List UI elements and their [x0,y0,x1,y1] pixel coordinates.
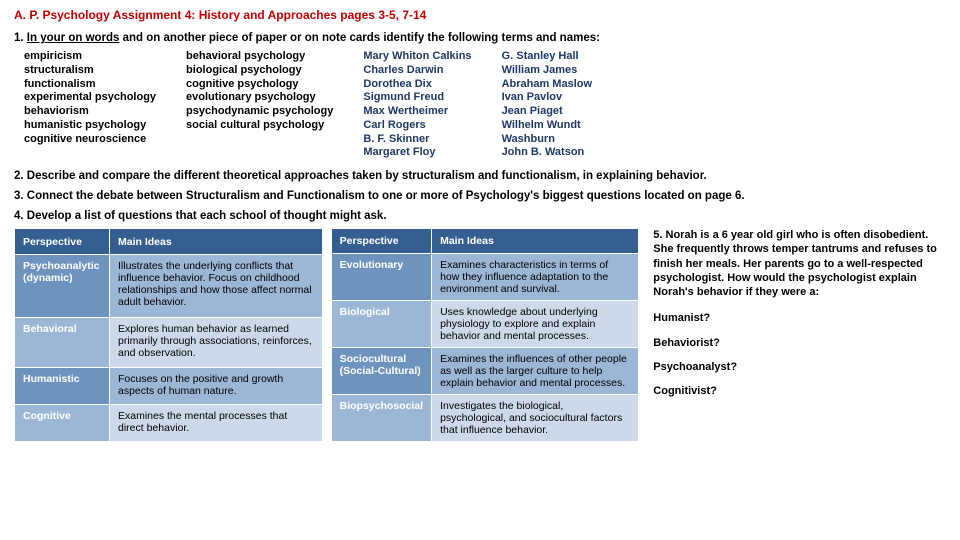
question-3: 3. Connect the debate between Structural… [14,190,946,202]
cell-perspective: Humanistic [15,367,110,404]
term-item: cognitive psychology [186,78,333,92]
term-item: Carl Rogers [363,119,471,133]
scenario-behaviorist: Behaviorist? [653,336,946,350]
table-row: EvolutionaryExamines characteristics in … [331,254,639,301]
cell-perspective: Evolutionary [331,254,431,301]
term-item: G. Stanley Hall [502,50,592,64]
table-row: HumanisticFocuses on the positive and gr… [15,367,323,404]
cell-perspective: Psychoanalytic (dynamic) [15,255,110,318]
term-item: biological psychology [186,64,333,78]
table-row: Psychoanalytic (dynamic)Illustrates the … [15,255,323,318]
perspective-table-1: Perspective Main Ideas Psychoanalytic (d… [14,228,323,442]
terms-columns: empiricismstructuralismfunctionalismexpe… [24,50,946,160]
term-item: Wilhelm Wundt [502,119,592,133]
terms-col-2: behavioral psychologybiological psycholo… [186,50,333,160]
table-row: BiologicalUses knowledge about underlyin… [331,301,639,348]
th-perspective: Perspective [15,229,110,255]
term-item: Mary Whiton Calkins [363,50,471,64]
term-item: Jean Piaget [502,105,592,119]
table-row: Sociocultural (Social-Cultural)Examines … [331,348,639,395]
table-row: CognitiveExamines the mental processes t… [15,404,323,441]
cell-main-ideas: Examines the influences of other people … [432,348,639,395]
question-1: 1. In your on words and on another piece… [14,32,946,44]
term-item: empiricism [24,50,156,64]
page-title: A. P. Psychology Assignment 4: History a… [14,8,946,22]
th-main-ideas: Main Ideas [432,229,639,254]
cell-main-ideas: Examines the mental processes that direc… [110,404,323,441]
term-item: Abraham Maslow [502,78,592,92]
cell-perspective: Biological [331,301,431,348]
perspective-table-2: Perspective Main Ideas EvolutionaryExami… [331,228,640,442]
scenario-intro: 5. Norah is a 6 year old girl who is oft… [653,228,946,299]
cell-main-ideas: Illustrates the underlying conflicts tha… [110,255,323,318]
term-item: behaviorism [24,105,156,119]
term-item: psychodynamic psychology [186,105,333,119]
scenario-humanist: Humanist? [653,311,946,325]
term-item: Charles Darwin [363,64,471,78]
term-item: cognitive neuroscience [24,133,156,147]
tables-row: Perspective Main Ideas Psychoanalytic (d… [14,228,946,442]
terms-col-3: Mary Whiton CalkinsCharles DarwinDorothe… [363,50,471,160]
term-item: Sigmund Freud [363,91,471,105]
term-item: Ivan Pavlov [502,91,592,105]
term-item: humanistic psychology [24,119,156,133]
term-item: social cultural psychology [186,119,333,133]
th-main-ideas: Main Ideas [110,229,323,255]
term-item: evolutionary psychology [186,91,333,105]
term-item: structuralism [24,64,156,78]
term-item: functionalism [24,78,156,92]
scenario-psychoanalyst: Psychoanalyst? [653,360,946,374]
term-item: Dorothea Dix [363,78,471,92]
cell-main-ideas: Explores human behavior as learned prima… [110,318,323,368]
cell-perspective: Biopsychosocial [331,395,431,442]
th-perspective: Perspective [331,229,431,254]
terms-col-4: G. Stanley HallWilliam JamesAbraham Masl… [502,50,592,160]
cell-perspective: Sociocultural (Social-Cultural) [331,348,431,395]
term-item: B. F. Skinner [363,133,471,147]
terms-col-1: empiricismstructuralismfunctionalismexpe… [24,50,156,160]
scenario-block: 5. Norah is a 6 year old girl who is oft… [647,228,946,442]
scenario-cognitivist: Cognitivist? [653,384,946,398]
term-item: Max Wertheimer [363,105,471,119]
table-header: Perspective Main Ideas [15,229,323,255]
cell-main-ideas: Examines characteristics in terms of how… [432,254,639,301]
cell-perspective: Behavioral [15,318,110,368]
cell-main-ideas: Investigates the biological, psychologic… [432,395,639,442]
term-item: experimental psychology [24,91,156,105]
q1-suffix: and on another piece of paper or on note… [119,32,600,44]
table-row: BiopsychosocialInvestigates the biologic… [331,395,639,442]
term-item: behavioral psychology [186,50,333,64]
question-2: 2. Describe and compare the different th… [14,170,946,182]
term-item: John B. Watson [502,146,592,160]
term-item: Washburn [502,133,592,147]
term-item: Margaret Floy [363,146,471,160]
question-4: 4. Develop a list of questions that each… [14,210,946,222]
table-header: Perspective Main Ideas [331,229,639,254]
cell-main-ideas: Uses knowledge about underlying physiolo… [432,301,639,348]
table-row: BehavioralExplores human behavior as lea… [15,318,323,368]
q1-prefix: 1. [14,32,27,44]
term-item: William James [502,64,592,78]
q1-underline: In your on words [27,32,120,44]
cell-main-ideas: Focuses on the positive and growth aspec… [110,367,323,404]
cell-perspective: Cognitive [15,404,110,441]
